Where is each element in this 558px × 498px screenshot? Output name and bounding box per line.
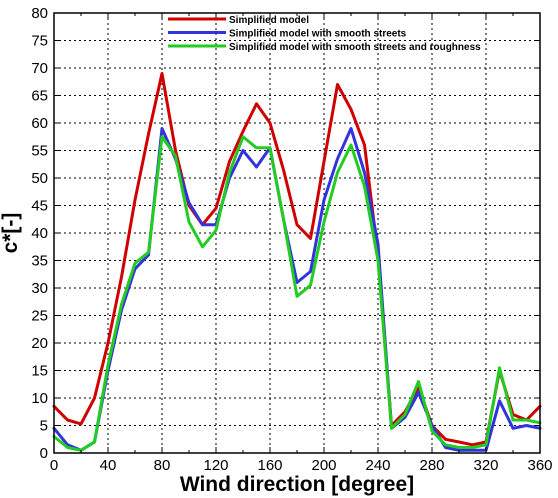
x-tick-label: 320 [473, 457, 498, 474]
y-tick-label: 15 [31, 363, 48, 380]
x-tick-label: 120 [203, 457, 228, 474]
x-tick-label: 80 [154, 457, 171, 474]
x-tick-label: 40 [100, 457, 117, 474]
y-tick-label: 30 [31, 280, 48, 297]
x-axis-title: Wind direction [degree] [180, 473, 414, 496]
x-tick-label: 280 [419, 457, 444, 474]
y-tick-label: 35 [31, 253, 48, 270]
legend: Simplified model Simplified model with sm… [168, 15, 481, 53]
tick-marks [53, 12, 541, 454]
x-tick-label: 360 [527, 457, 552, 474]
y-tick-label: 55 [31, 143, 48, 160]
series-line-1 [52, 72, 542, 447]
legend-label-2: Simplified model with smooth streets [229, 29, 407, 40]
y-tick-label: 65 [31, 88, 48, 105]
legend-label-3: Simplified model with smooth streets and… [229, 42, 481, 53]
y-tick-label: 0 [40, 445, 48, 462]
grid-lines [54, 13, 540, 453]
x-tick-label: 0 [50, 457, 58, 474]
y-tick-label: 25 [31, 308, 48, 325]
legend-label-1: Simplified model [229, 15, 309, 26]
series-line-3 [52, 135, 542, 452]
y-axis-title: c*[-] [0, 213, 22, 254]
y-tick-label: 80 [31, 5, 48, 22]
x-tick-label: 200 [311, 457, 336, 474]
y-tick-label: 5 [40, 418, 48, 435]
y-tick-label: 70 [31, 60, 48, 77]
y-tick-label: 50 [31, 170, 48, 187]
x-tick-labels: 0 40 80 120 160 200 240 280 320 360 [50, 457, 553, 474]
y-tick-label: 75 [31, 33, 48, 50]
y-tick-label: 60 [31, 115, 48, 132]
y-tick-labels: 0 5 10 15 20 25 30 35 40 45 50 55 60 65 70 75 80 [31, 5, 48, 462]
x-tick-label: 160 [257, 457, 282, 474]
y-tick-label: 40 [31, 225, 48, 242]
x-tick-label: 240 [365, 457, 390, 474]
y-tick-label: 45 [31, 198, 48, 215]
y-tick-label: 10 [31, 390, 48, 407]
y-tick-label: 20 [31, 335, 48, 352]
